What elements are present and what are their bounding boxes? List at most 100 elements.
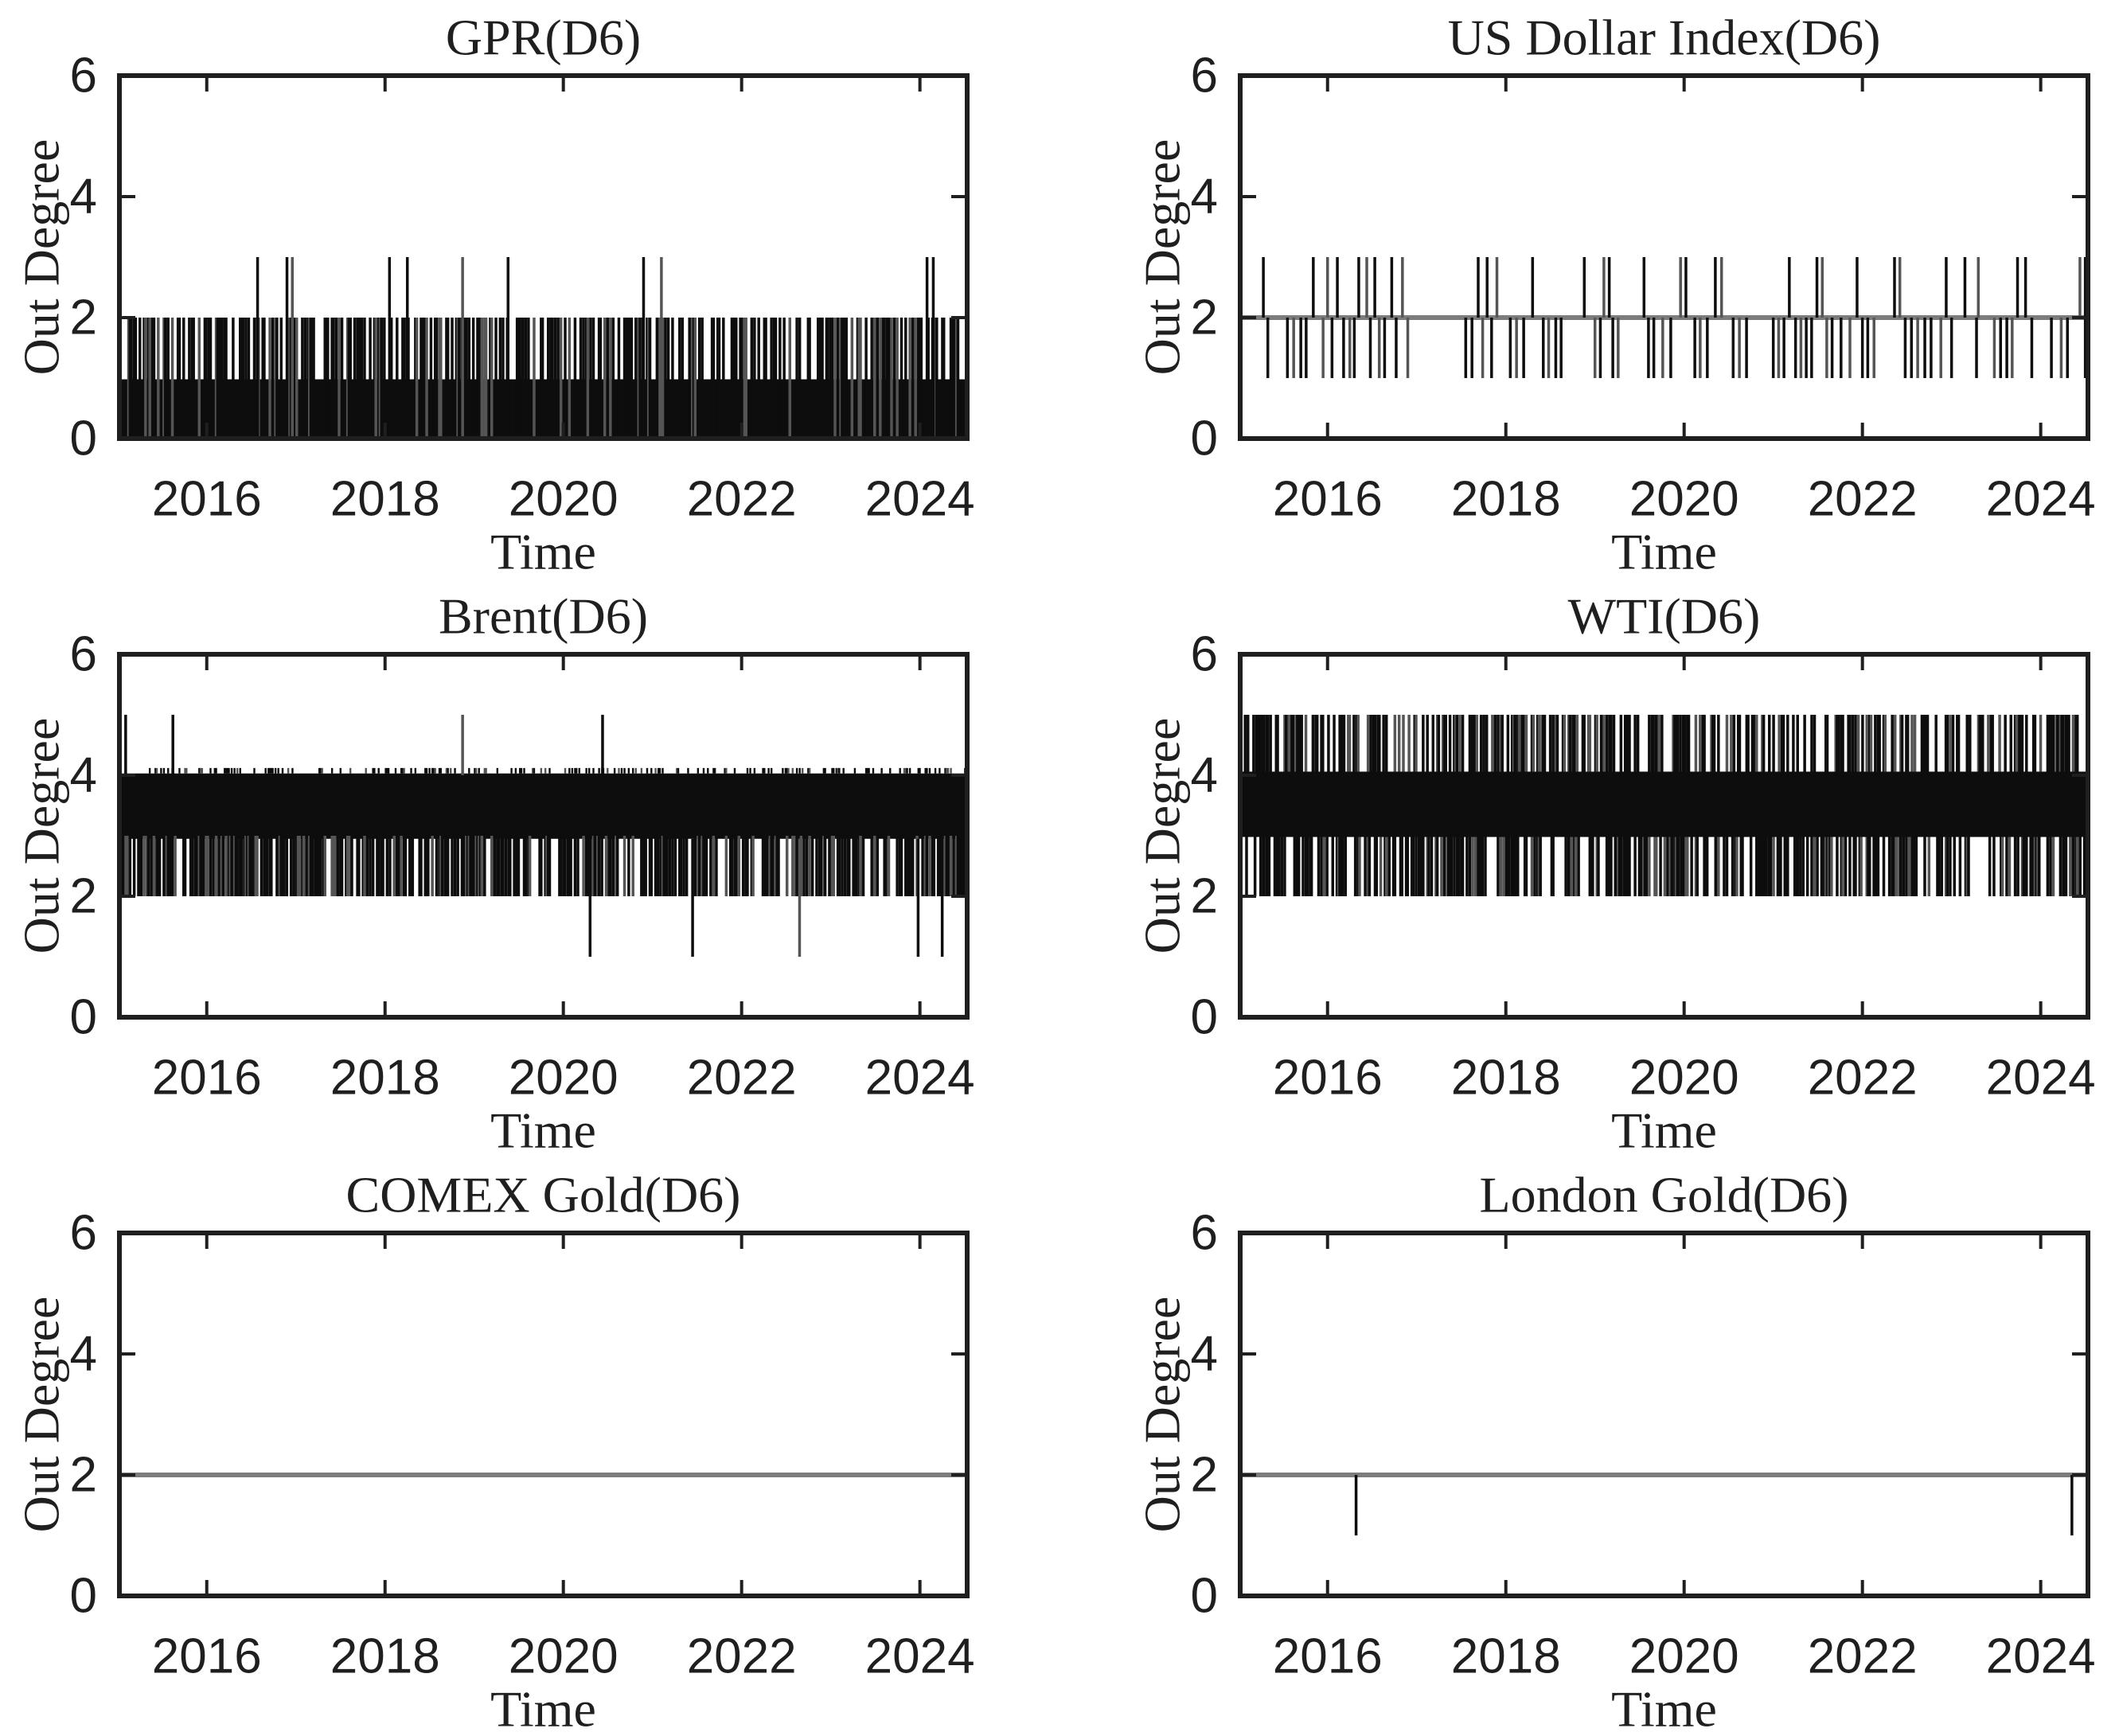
- brent-xlabel: Time: [490, 1102, 596, 1158]
- usd-index-xtick-label: 2016: [1273, 472, 1383, 527]
- wti-xtick-label: 2018: [1451, 1051, 1561, 1106]
- brent-ylabel: Out Degree: [14, 718, 70, 954]
- gpr-title: GPR(D6): [446, 10, 641, 66]
- usd-index-xlabel: Time: [1611, 524, 1717, 579]
- london-gold-xtick-label: 2018: [1451, 1629, 1561, 1684]
- brent-band-0: [119, 773, 967, 839]
- wti-ylabel: Out Degree: [1134, 718, 1191, 954]
- london-gold-spikes-0: [1354, 1475, 2074, 1535]
- comex-gold-ytick-label: 4: [70, 1327, 97, 1382]
- brent-axes-box: [117, 652, 970, 1020]
- comex-gold-axes-box: [117, 1231, 970, 1598]
- london-gold-axes-box: [1238, 1231, 2090, 1598]
- gpr-ytick-label: 4: [70, 170, 97, 224]
- comex-gold-ytick-label: 0: [70, 1569, 97, 1624]
- london-gold-ticks: [1240, 1231, 2088, 1598]
- brent-ytick-label: 0: [70, 990, 97, 1045]
- wti-ytick-label: 4: [1191, 748, 1218, 803]
- usd-index-ytick-label: 2: [1191, 291, 1218, 345]
- usd-index-ylabel: Out Degree: [1134, 139, 1191, 376]
- gpr-dense-stems-0: [119, 318, 960, 439]
- brent-ytick-label: 2: [70, 869, 97, 924]
- subplot-cell-usd-index: US Dollar Index(D6) 2016 2018 2020 2022 2024 0…: [1060, 0, 2119, 579]
- comex-gold-ticks: [119, 1231, 967, 1598]
- usd-index-xtick-label: 2018: [1451, 472, 1561, 527]
- brent-ytick-label: 4: [70, 748, 97, 803]
- wti-xlabel: Time: [1611, 1102, 1717, 1158]
- brent-spikes-0: [124, 715, 604, 775]
- subplot-cell-gpr: GPR(D6) 2016 2018 2020 2022 2024 0 2 4 6 Time Out D…: [0, 0, 1060, 579]
- brent-xtick-label: 2018: [330, 1051, 440, 1106]
- brent-title: Brent(D6): [439, 588, 648, 645]
- usd-index-ticks: [1240, 74, 2088, 440]
- london-gold-ytick-label: 6: [1191, 1206, 1218, 1261]
- london-gold-ytick-label: 2: [1191, 1448, 1218, 1503]
- comex-gold-title: COMEX Gold(D6): [346, 1167, 741, 1223]
- subplot-cell-wti: WTI(D6) 2016 2018 2020 2022 2024 0 2 4 6 Time Out D…: [1060, 579, 2119, 1158]
- wti-title: WTI(D6): [1568, 588, 1761, 645]
- london-gold-xtick-label: 2020: [1629, 1629, 1739, 1684]
- usd-index-xtick-label: 2020: [1629, 472, 1739, 527]
- gpr-ylabel: Out Degree: [14, 139, 70, 376]
- gpr-ytick-label: 2: [70, 291, 97, 345]
- comex-gold-xtick-label: 2018: [330, 1629, 440, 1684]
- gpr-ytick-label: 6: [70, 49, 97, 103]
- brent-spikes-1: [588, 838, 944, 957]
- subplot-comex-gold: COMEX Gold(D6) 2016 2018 2020 2022 2024 0 2 4 6 Ti…: [14, 1167, 975, 1736]
- gpr-xtick-label: 2016: [152, 472, 262, 527]
- subplot-london-gold: London Gold(D6) 2016 2018 2020 2022 2024 0 2 4 6 T…: [1134, 1167, 2096, 1736]
- subplot-brent: Brent(D6) 2016 2018 2020 2022 2024 0 2 4 6 Time Out…: [14, 588, 975, 1158]
- gpr-axes-box: [117, 73, 970, 441]
- wti-ytick-label: 2: [1191, 869, 1218, 924]
- london-gold-ylabel: Out Degree: [1134, 1297, 1191, 1533]
- usd-index-ytick-label: 0: [1191, 412, 1218, 466]
- wti-xtick-label: 2020: [1629, 1051, 1739, 1106]
- wti-xtick-label: 2024: [1986, 1051, 2096, 1106]
- gpr-xlabel: Time: [490, 524, 596, 579]
- london-gold-ytick-label: 0: [1191, 1569, 1218, 1624]
- subplot-cell-brent: Brent(D6) 2016 2018 2020 2022 2024 0 2 4 6 Time Out…: [0, 579, 1060, 1158]
- usd-index-axes-box: [1238, 73, 2090, 441]
- brent-ticks: [119, 653, 967, 1019]
- brent-xtick-label: 2016: [152, 1051, 262, 1106]
- london-gold-xlabel: Time: [1611, 1681, 1717, 1736]
- brent-xtick-label: 2024: [865, 1051, 975, 1106]
- gpr-xtick-label: 2022: [687, 472, 797, 527]
- wti-ytick-label: 0: [1191, 990, 1218, 1045]
- comex-gold-xtick-label: 2020: [509, 1629, 619, 1684]
- london-gold-title: London Gold(D6): [1480, 1167, 1849, 1223]
- london-gold-xtick-label: 2024: [1986, 1629, 2096, 1684]
- comex-gold-ytick-label: 6: [70, 1206, 97, 1261]
- london-gold-xtick-label: 2016: [1273, 1629, 1383, 1684]
- subplot-wti: WTI(D6) 2016 2018 2020 2022 2024 0 2 4 6 Time Out D…: [1134, 588, 2096, 1158]
- subplot-cell-comex-gold: COMEX Gold(D6) 2016 2018 2020 2022 2024 0 2 4 6 Ti…: [0, 1157, 1060, 1736]
- comex-gold-xtick-label: 2022: [687, 1629, 797, 1684]
- comex-gold-ylabel: Out Degree: [14, 1297, 70, 1533]
- wti-xtick-label: 2022: [1808, 1051, 1918, 1106]
- gpr-xtick-label: 2020: [509, 472, 619, 527]
- brent-ytick-label: 6: [70, 627, 97, 682]
- brent-dense-stems-0: [119, 836, 967, 896]
- wti-axes-box: [1238, 652, 2090, 1020]
- london-gold-ytick-label: 4: [1191, 1327, 1218, 1382]
- usd-index-title: US Dollar Index(D6): [1448, 10, 1881, 66]
- wti-xtick-label: 2016: [1273, 1051, 1383, 1106]
- comex-gold-xtick-label: 2024: [865, 1629, 975, 1684]
- comex-gold-xtick-label: 2016: [152, 1629, 262, 1684]
- usd-index-ytick-label: 4: [1191, 170, 1218, 224]
- wti-dense-stems-1: [1239, 837, 2086, 896]
- subplot-usd-index: US Dollar Index(D6) 2016 2018 2020 2022 2024 0…: [1134, 10, 2096, 579]
- subplot-cell-london-gold: London Gold(D6) 2016 2018 2020 2022 2024 0 2 4 6 T…: [1060, 1157, 2119, 1736]
- usd-index-spikes-1: [1266, 318, 2087, 378]
- usd-index-xtick-label: 2022: [1808, 472, 1918, 527]
- comex-gold-xlabel: Time: [490, 1681, 596, 1736]
- wti-dense-stems-0: [1239, 715, 2079, 772]
- gpr-spikes-0: [256, 257, 935, 439]
- gpr-ytick-label: 0: [70, 412, 97, 466]
- comex-gold-ytick-label: 2: [70, 1448, 97, 1503]
- brent-xtick-label: 2022: [687, 1051, 797, 1106]
- usd-index-spikes-0: [1262, 257, 2087, 318]
- gpr-xtick-label: 2018: [330, 472, 440, 527]
- usd-index-xtick-label: 2024: [1986, 472, 2096, 527]
